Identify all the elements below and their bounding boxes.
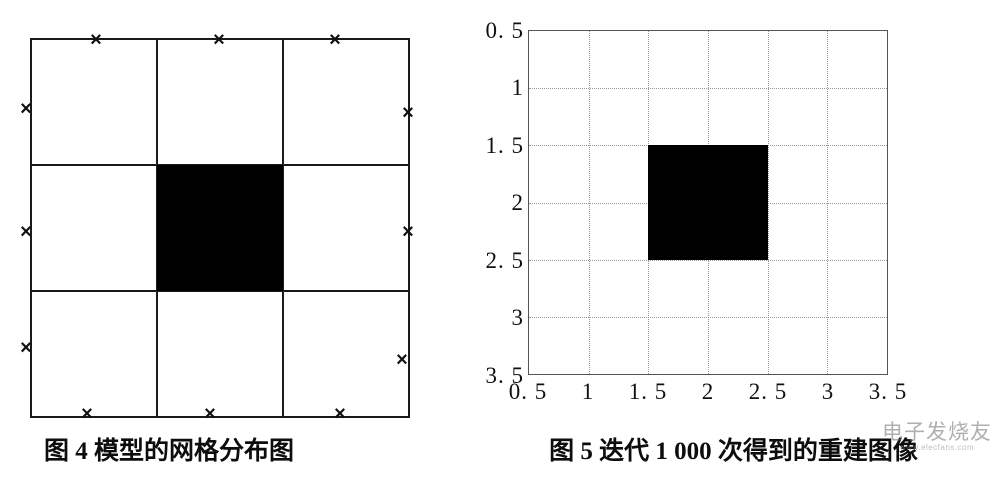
y-tick-6: 3. 5 [485, 363, 524, 388]
x-tick-1: 1 [581, 379, 595, 404]
grid-marker-left-3: × [20, 337, 32, 359]
x-tick-6: 3. 5 [868, 379, 908, 404]
y-tick-3: 2 [511, 190, 524, 215]
y-tick-0: 0. 5 [485, 18, 524, 43]
y-tick-5: 3 [511, 305, 524, 330]
grid-vertical-line-2 [281, 40, 284, 416]
grid-horizontal-line-2 [32, 289, 408, 292]
watermark-sub-text: www.elecfans.com [899, 443, 975, 452]
figure-5: 0. 5 1 1. 5 2 2. 5 3 3. 5 0. 5 1 1. 5 2 … [470, 0, 997, 479]
watermark-main-text: 电子发烧友 [882, 420, 992, 444]
grid-marker-right-2: × [402, 221, 414, 243]
x-tick-2: 1. 5 [628, 379, 668, 404]
plot-gridline-h-5 [529, 316, 887, 318]
x-tick-3: 2 [701, 379, 715, 404]
figure-4-grid [30, 38, 410, 418]
grid-marker-bottom-1: × [81, 403, 93, 425]
x-tick-5: 3 [821, 379, 835, 404]
figure-4-caption: 图 4 模型的网格分布图 [44, 438, 295, 465]
grid-marker-top-2: × [213, 29, 225, 51]
watermark: 电子发烧友 www.elecfans.com [881, 421, 993, 477]
grid-marker-right-3: × [396, 349, 408, 371]
grid-marker-top-1: × [90, 29, 102, 51]
grid-marker-top-3: × [329, 29, 341, 51]
y-tick-2: 1. 5 [485, 133, 524, 158]
figure-4-filled-cell [157, 165, 283, 291]
figure-5-x-axis: 0. 5 1 1. 5 2 2. 5 3 3. 5 [509, 379, 907, 410]
x-tick-4: 2. 5 [748, 379, 788, 404]
figure-5-reconstructed-region [648, 145, 768, 260]
grid-marker-left-2: × [20, 221, 32, 243]
figure-5-caption: 图 5 迭代 1 000 次得到的重建图像 [549, 438, 918, 465]
y-tick-1: 1 [511, 75, 524, 100]
x-tick-0: 0. 5 [508, 379, 548, 404]
grid-marker-left-1: × [20, 98, 32, 120]
y-tick-4: 2. 5 [485, 248, 524, 273]
figure-5-y-axis: 0. 5 1 1. 5 2 2. 5 3 3. 5 [470, 19, 524, 387]
figure-4: × × × × × × × × × × × × 图 4 模型的网格分布图 [0, 0, 470, 479]
plot-gridline-h-1 [529, 88, 887, 90]
grid-marker-right-1: × [402, 102, 414, 124]
plot-gridline-h-4 [529, 259, 887, 261]
grid-marker-bottom-3: × [334, 403, 346, 425]
figure-5-plot-area [528, 30, 888, 375]
grid-marker-bottom-2: × [204, 403, 216, 425]
